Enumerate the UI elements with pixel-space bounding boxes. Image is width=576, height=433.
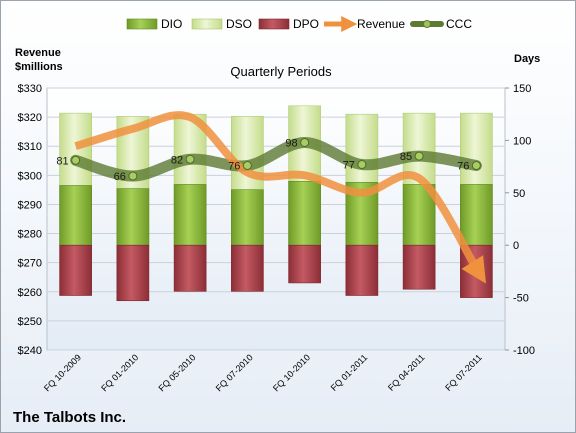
ccc-data-label: 76 (228, 161, 240, 173)
ccc-data-label: 76 (457, 161, 469, 173)
ccc-point (471, 161, 481, 171)
left-tick-label: $240 (18, 345, 42, 357)
bar-dpo (402, 244, 436, 290)
ccc-line (70, 136, 482, 182)
bar-dpo (59, 244, 92, 296)
ccc-point (300, 137, 310, 147)
right-tick-label: -50 (513, 293, 529, 305)
bar-dio (460, 184, 493, 246)
category-label: FQ 01-2010 (99, 352, 140, 393)
category-label: FQ 05-2010 (157, 352, 198, 393)
ccc-point (185, 154, 195, 164)
company-name: The Talbots Inc. (13, 409, 126, 426)
category-label: FQ 10-2010 (271, 352, 312, 393)
legend-label-dso: DSO (226, 17, 252, 31)
category-label: FQ 10-2009 (42, 352, 83, 393)
left-tick-label: $310 (18, 141, 42, 153)
category-label: FQ 07-2011 (443, 352, 484, 393)
category-label: FQ 07-2010 (214, 352, 255, 393)
category-label: FQ 01-2011 (329, 352, 370, 393)
category-label: FQ 04-2011 (386, 352, 427, 393)
left-tick-label: $260 (18, 287, 42, 299)
ccc-point (71, 155, 81, 165)
right-tick-label: 150 (513, 83, 531, 95)
left-tick-label: $270 (18, 258, 42, 270)
ccc-data-label: 98 (285, 137, 297, 149)
left-tick-label: $280 (18, 229, 42, 241)
right-axis-title: Days (514, 53, 540, 65)
ccc-data-label: 81 (56, 155, 68, 167)
left-axis-title: Revenue $millions (15, 47, 63, 73)
ccc-point (128, 171, 138, 181)
legend-swatch-ccc-dot (423, 20, 431, 28)
legend-label-dpo: DPO (293, 17, 319, 31)
ccc-data-label: 85 (400, 151, 412, 163)
right-tick-label: 100 (513, 135, 531, 147)
left-tick-label: $330 (18, 83, 42, 95)
left-tick-label: $300 (18, 170, 42, 182)
bar-dpo (288, 244, 321, 284)
right-tick-label: 0 (513, 240, 519, 252)
legend-swatch-dio (126, 18, 158, 30)
left-tick-label: $320 (18, 112, 42, 124)
bar-dio (59, 185, 92, 246)
revenue-line (74, 111, 486, 284)
line-layer: 81 66 82 76 98 77 85 76 (56, 111, 486, 284)
bar-dpo (116, 244, 150, 302)
ccc-data-label: 82 (171, 154, 183, 166)
legend: DIO DSO DPO Revenue CCC (126, 15, 472, 33)
ccc-data-label: 77 (343, 160, 355, 172)
legend-label-revenue: Revenue (357, 17, 405, 31)
bar-dio (288, 180, 321, 246)
bar-dpo (173, 244, 207, 292)
right-tick-label: 50 (513, 188, 525, 200)
chart-title: Quarterly Periods (230, 64, 332, 79)
bar-dpo (345, 244, 379, 296)
plot-area (46, 87, 506, 351)
bar-dio (173, 184, 207, 246)
left-tick-label: $290 (18, 199, 42, 211)
legend-label-dio: DIO (161, 17, 182, 31)
ccc-point (357, 160, 367, 170)
ccc-data-label: 66 (114, 171, 126, 183)
legend-swatch-dpo (258, 18, 290, 30)
legend-swatch-dso (191, 18, 223, 30)
bar-dpo (231, 244, 264, 292)
legend-label-ccc: CCC (446, 17, 472, 31)
left-tick-label: $250 (18, 316, 42, 328)
ccc-point (414, 151, 424, 161)
ccc-point (242, 161, 252, 171)
right-tick-label: -100 (513, 345, 535, 357)
bar-dio (231, 189, 264, 246)
bar-dio (116, 188, 150, 246)
